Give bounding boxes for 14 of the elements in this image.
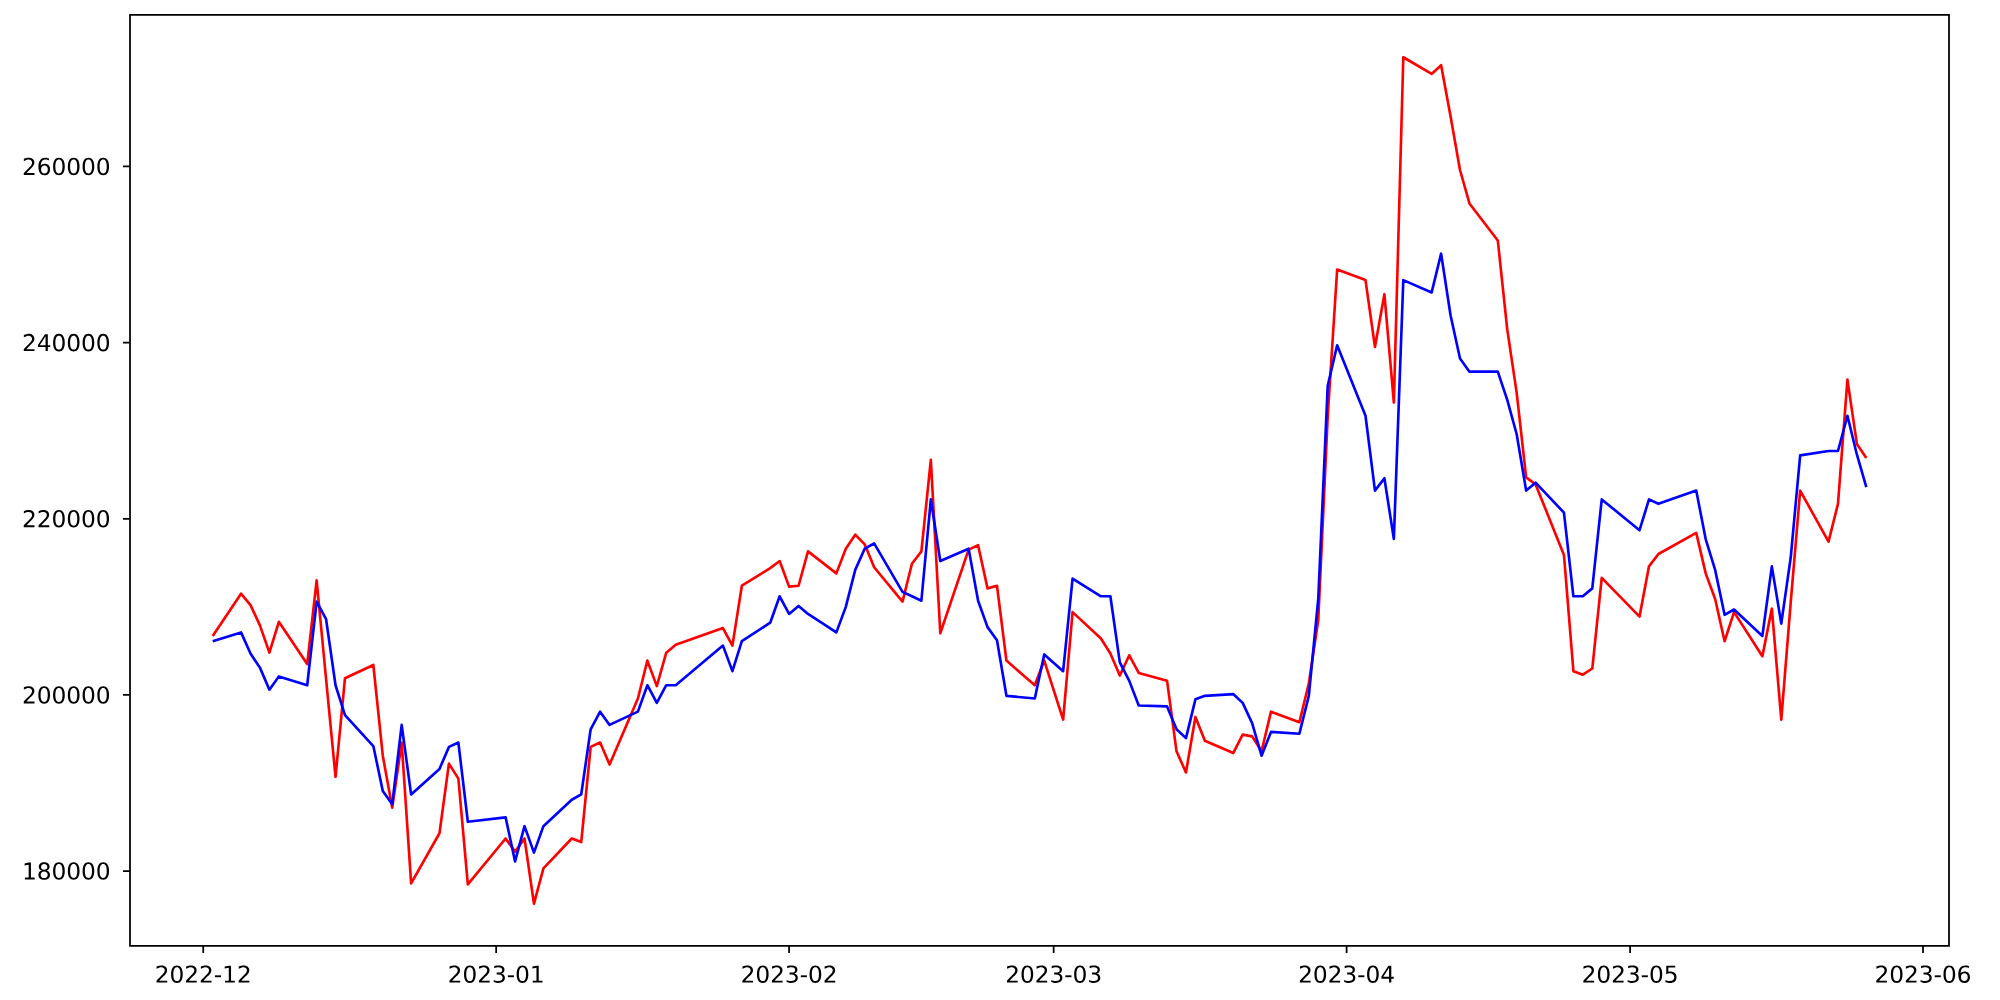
x-tick-label: 2023-03 (1006, 965, 1101, 983)
line-series (211, 55, 1868, 906)
x-tick-label: 2022-12 (156, 965, 250, 983)
y-tick-label: 200000 (23, 686, 110, 704)
x-tick-label: 2023-04 (1299, 965, 1394, 983)
x-tick-label: 2023-06 (1876, 965, 1970, 983)
x-tick-label: 2023-05 (1583, 965, 1677, 983)
x-tick-label: 2023-01 (449, 965, 543, 983)
y-tick-label: 260000 (23, 157, 110, 176)
x-tick-label: 2023-02 (742, 965, 836, 983)
y-tick-label: 220000 (23, 510, 110, 528)
y-tick-label: 240000 (23, 333, 110, 352)
line-series (211, 252, 1868, 863)
y-tick-label: 180000 (24, 862, 110, 880)
